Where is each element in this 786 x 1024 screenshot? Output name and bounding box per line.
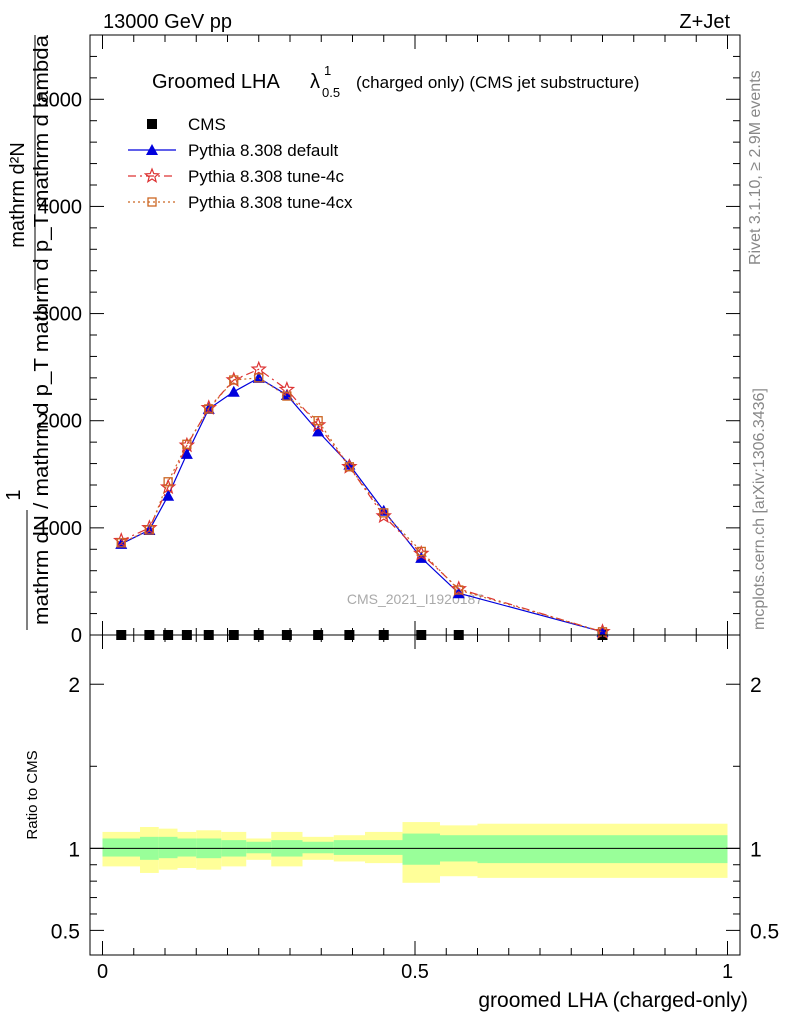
main-y-ticks: 0 1000 2000 3000 4000 5000 (38, 55, 740, 647)
ratio-x-tick-label: 0 (97, 961, 108, 983)
ratio-inner-band (365, 840, 403, 855)
data-point (116, 538, 126, 548)
data-point (113, 532, 130, 548)
legend-label: Pythia 8.308 default (188, 141, 339, 160)
chart-title-sup: 1 (324, 63, 331, 78)
energy-label: 13000 GeV pp (103, 11, 232, 33)
chart-title-suffix: (charged only) (CMS jet substructure) (356, 73, 639, 92)
data-point (227, 385, 240, 397)
data-point (229, 375, 239, 385)
ratio-y-tick-label-right: 2 (750, 674, 762, 697)
data-point (252, 371, 265, 383)
data-point (312, 425, 325, 437)
main-y-tick-label: 3000 (38, 304, 83, 326)
data-point (159, 478, 177, 495)
ratio-inner-band (402, 833, 440, 865)
data-point (282, 391, 292, 401)
legend-label: Pythia 8.308 tune-4c (188, 167, 344, 186)
ratio-x-tick-label: 1 (722, 961, 733, 983)
y-label-denominator: mathrm dN / mathrm d p_T mathrm d p_T ma… (31, 34, 53, 625)
ratio-inner-band (246, 841, 272, 854)
data-point (344, 462, 355, 472)
data-point (141, 519, 158, 535)
data-point (379, 508, 389, 518)
ratio-inner-band (477, 835, 728, 864)
data-point (415, 551, 428, 563)
data-point (254, 373, 264, 383)
data-point (280, 389, 293, 400)
ratio-y-tick-label: 1 (68, 838, 80, 861)
series-line (121, 377, 603, 633)
y-label-fraction-top: 1 (3, 489, 25, 500)
series-line (121, 368, 603, 633)
ratio-x-tick-label: 0.5 (401, 961, 429, 983)
main-y-tick-label: 1000 (38, 518, 83, 540)
data-point (450, 580, 467, 596)
ratio-inner-band (333, 840, 365, 855)
ratio-y-tick-label-right: 0.5 (750, 920, 779, 943)
data-point (413, 544, 430, 561)
ratio-y-label: Ratio to CMS (24, 750, 41, 839)
ratio-y-tick-label: 0.5 (51, 920, 80, 943)
ratio-x-ticks: 0 0.5 1 (97, 635, 733, 983)
data-point (225, 371, 242, 388)
x-axis-label: groomed LHA (charged-only) (478, 989, 748, 1012)
data-point (309, 416, 327, 433)
main-y-tick-label: 0 (71, 625, 82, 647)
process-label: Z+Jet (679, 11, 730, 33)
ratio-plot-frame (89, 634, 741, 956)
legend-label: CMS (188, 115, 226, 134)
chart-title: Groomed LHA λ 1 0.5 (charged only) (CMS … (152, 63, 639, 100)
ratio-inner-band (177, 838, 197, 857)
ratio-y-ticks: 0.5 0.5 1 1 2 2 (51, 674, 779, 943)
data-point (180, 447, 193, 459)
ratio-y-tick-label-right: 1 (750, 838, 762, 861)
rivet-label: Rivet 3.1.10, ≥ 2.9M events (747, 70, 764, 265)
data-point (204, 404, 214, 414)
ratio-inner-band (302, 841, 334, 854)
legend-marker (143, 167, 161, 184)
chart-title-sub: 0.5 (322, 85, 340, 100)
data-point (144, 525, 155, 535)
series-pythia-8-308-tune-4cx (116, 373, 608, 637)
ratio-bands (102, 822, 728, 883)
ratio-inner-band (158, 836, 178, 859)
data-point (313, 416, 323, 426)
main-y-tick-label: 5000 (38, 89, 83, 111)
ratio-y-tick-label: 2 (68, 674, 80, 697)
legend-marker (146, 144, 158, 155)
chart-title-symbol: λ (310, 71, 320, 93)
legend: CMS Pythia 8.308 default Pythia 8.308 tune… (128, 115, 353, 212)
y-label-numerator: mathrm d²N (7, 142, 29, 248)
data-point (162, 489, 175, 501)
data-point (452, 587, 465, 599)
data-point (416, 546, 426, 557)
chart-title-main: Groomed LHA (152, 71, 280, 93)
main-y-label: 1 mathrm d²N mathrm dN / mathrm d p_T ma… (3, 34, 53, 630)
legend-marker (147, 119, 157, 129)
data-point (250, 360, 267, 377)
ratio-plot: 0.5 0.51 12 2 0 0.5 1 Ratio to CMS groomed LH… (24, 634, 779, 1012)
legend-label: Pythia 8.308 tune-4cx (188, 193, 353, 212)
data-point (341, 458, 358, 474)
main-y-tick-label: 2000 (38, 411, 83, 433)
mcplots-label: mcplots.cern.ch [arXiv:1306.3436] (751, 388, 768, 630)
main-y-tick-label: 4000 (38, 196, 83, 218)
data-point (163, 477, 173, 487)
data-point (454, 585, 464, 595)
ratio-inner-band (102, 838, 140, 857)
data-point (182, 439, 192, 449)
data-point (200, 399, 217, 415)
data-point (375, 507, 392, 524)
legend-marker (147, 197, 157, 207)
watermark: CMS_2021_I1920187 (347, 591, 483, 607)
series-pythia-8-308-tune-4c (113, 360, 611, 639)
